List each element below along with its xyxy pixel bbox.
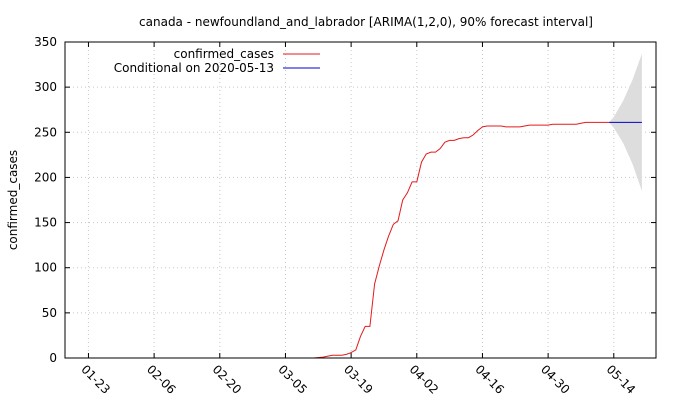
y-tick-label: 250 xyxy=(34,125,57,139)
legend-label-0: confirmed_cases xyxy=(174,47,274,61)
y-tick-label: 300 xyxy=(34,80,57,94)
chart-title: canada - newfoundland_and_labrador [ARIM… xyxy=(139,15,593,29)
series-line-0 xyxy=(313,121,610,359)
series-layer xyxy=(313,121,642,359)
y-tick-label: 150 xyxy=(34,216,57,230)
y-tick-label: 200 xyxy=(34,170,57,184)
y-tick-label: 100 xyxy=(34,261,57,275)
legend-label-1: Conditional on 2020-05-13 xyxy=(114,61,274,75)
y-tick-label: 0 xyxy=(49,351,57,365)
y-tick-label: 50 xyxy=(42,306,57,320)
y-axis-label: confirmed_cases xyxy=(6,150,20,250)
plot-frame xyxy=(64,41,657,359)
y-tick-label: 350 xyxy=(34,35,57,49)
